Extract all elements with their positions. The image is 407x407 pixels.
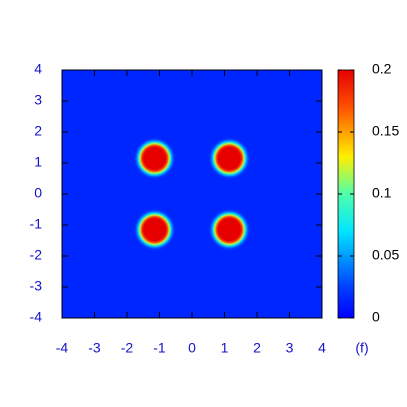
x-tick-label: -3	[88, 340, 101, 356]
colorbar-tick-label: 0.2	[372, 61, 392, 77]
y-tick-label: 3	[34, 92, 42, 108]
x-tick-label: 4	[318, 340, 326, 356]
y-tick-label: -2	[30, 247, 43, 263]
colorbar-tick-label: 0.05	[372, 247, 399, 263]
heatmap-peak	[207, 136, 252, 181]
x-tick-label: -2	[121, 340, 134, 356]
colorbar-tick-label: 0.15	[372, 123, 399, 139]
x-tick-label: 3	[286, 340, 294, 356]
colorbar-tick-label: 0	[372, 309, 380, 325]
y-tick-label: 1	[34, 154, 42, 170]
y-tick-label: -4	[30, 309, 43, 325]
y-tick-label: 4	[34, 61, 42, 77]
y-tick-label: 0	[34, 185, 42, 201]
panel-label: (f)	[355, 340, 368, 356]
y-tick-label: 2	[34, 123, 42, 139]
heatmap-peak	[132, 136, 177, 181]
x-tick-label: 0	[188, 340, 196, 356]
colorbar-tick-label: 0.1	[372, 185, 392, 201]
heatmap-peak	[207, 207, 252, 252]
x-tick-label: 1	[221, 340, 229, 356]
x-tick-label: -1	[153, 340, 166, 356]
x-tick-label: -4	[56, 340, 69, 356]
x-tick-label: 2	[253, 340, 261, 356]
heatmap-background	[62, 70, 322, 318]
y-tick-label: -1	[30, 216, 43, 232]
y-tick-label: -3	[30, 278, 43, 294]
heatmap-peak	[132, 207, 177, 252]
